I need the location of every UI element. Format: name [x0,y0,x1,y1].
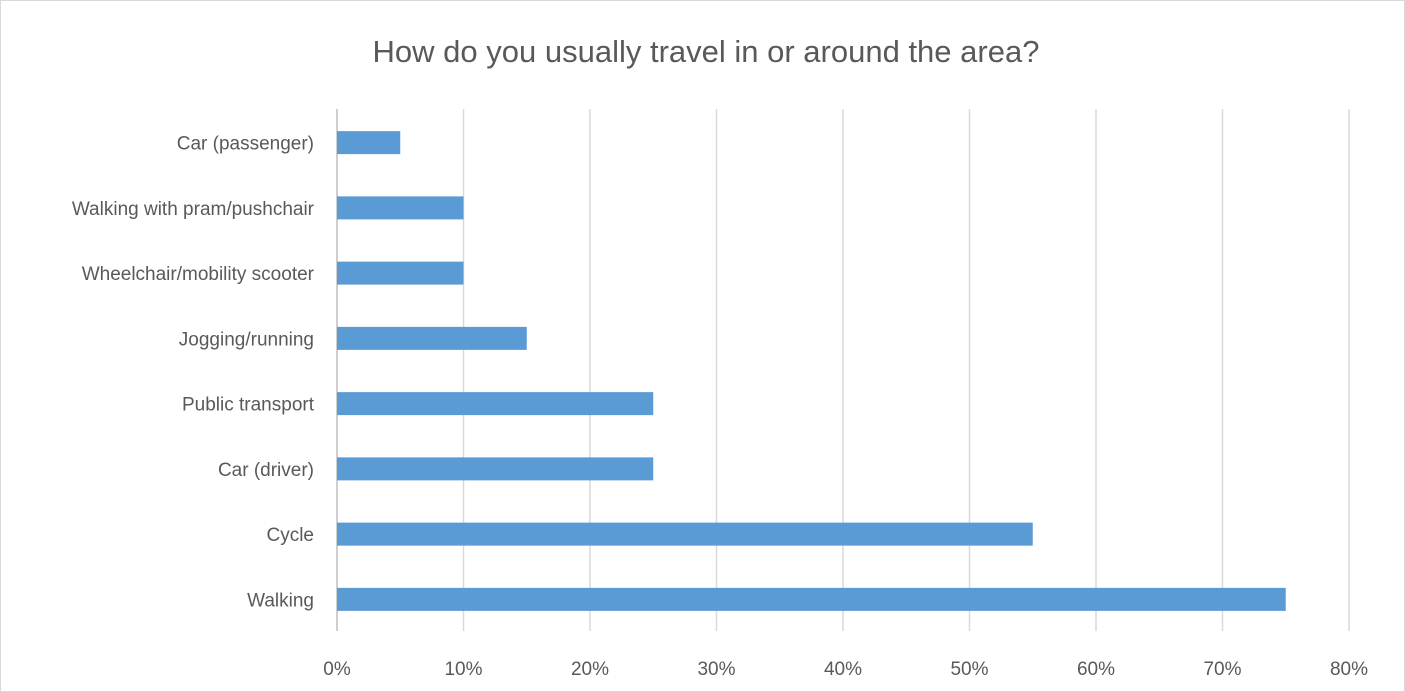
bar [337,261,464,285]
gridlines [336,109,1350,631]
bar [337,392,654,416]
x-tick-label: 30% [697,659,735,680]
x-tick-label: 50% [950,659,988,680]
x-axis-tick-labels: 0% 10% 20% 30% 40% 50% 60% 70% 80% [323,659,1368,680]
x-tick-label: 80% [1330,659,1368,680]
bar [337,522,1033,546]
x-tick-label: 0% [323,659,351,680]
category-label: Jogging/running [179,329,314,350]
x-tick-label: 40% [824,659,862,680]
bar [337,326,527,350]
x-tick-label: 60% [1077,659,1115,680]
x-tick-label: 10% [444,659,482,680]
category-label: Walking [247,590,314,611]
x-tick-label: 20% [571,659,609,680]
chart-title: How do you usually travel in or around t… [373,34,1040,69]
category-label: Public transport [182,395,315,416]
bar [337,457,654,481]
bar [337,587,1286,611]
category-label: Walking with pram/pushchair [72,199,315,220]
category-labels: Car (passenger) Walking with pram/pushcha… [72,134,315,612]
bar [337,196,464,220]
bars [337,131,1286,611]
category-label: Wheelchair/mobility scooter [82,264,315,285]
category-label: Car (driver) [218,460,314,481]
category-label: Car (passenger) [177,134,314,155]
category-label: Cycle [266,525,314,546]
x-tick-label: 70% [1203,659,1241,680]
bar [337,131,401,155]
